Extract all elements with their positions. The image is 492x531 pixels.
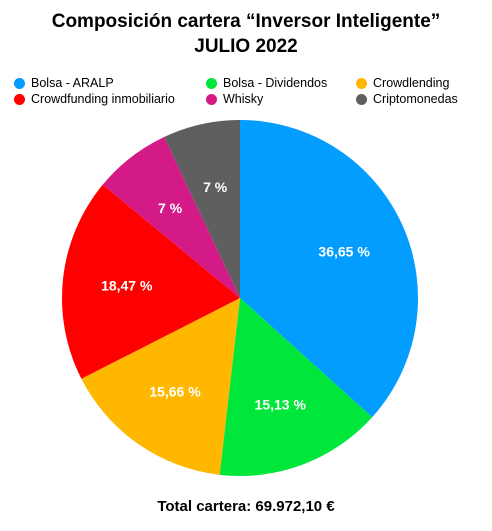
legend-label: Crowdfunding inmobiliario — [31, 92, 175, 106]
pie-slice-label: 7 % — [203, 179, 228, 195]
pie-slice — [164, 120, 240, 298]
legend-item: Criptomonedas — [356, 92, 458, 106]
pie-slice — [61, 184, 240, 379]
legend-label: Criptomonedas — [373, 92, 458, 106]
legend-label: Whisky — [223, 92, 264, 106]
pie-slice-label: 15,66 % — [149, 384, 201, 400]
legend-item: Whisky — [206, 92, 263, 106]
pie-slice — [219, 298, 373, 476]
legend-swatch — [206, 77, 217, 89]
pie-chart: 36,65 % 15,13 % 15,66 % 18,47 % 7 % 7 % — [61, 120, 419, 476]
legend-label: Crowdlending — [373, 76, 450, 90]
legend-swatch — [14, 93, 25, 105]
legend-label: Bolsa - ARALP — [31, 76, 114, 90]
pie-slice — [240, 120, 419, 418]
pie-slice-label: 15,13 % — [255, 397, 307, 413]
legend-item: Crowdfunding inmobiliario — [14, 92, 175, 106]
pie-slice-label: 18,47 % — [101, 278, 153, 294]
legend-swatch — [14, 77, 25, 89]
total-portfolio: Total cartera: 69.972,10 € — [157, 498, 335, 515]
pie-slice-label: 7 % — [158, 200, 183, 216]
chart-title: Composición cartera “Inversor Inteligent… — [51, 11, 441, 32]
legend-swatch — [356, 93, 367, 105]
pie-slice — [102, 136, 240, 298]
legend-item: Crowdlending — [356, 76, 449, 90]
legend-swatch — [356, 77, 367, 89]
chart-subtitle: JULIO 2022 — [194, 36, 298, 57]
legend-label: Bolsa - Dividendos — [223, 76, 328, 90]
legend-swatch — [206, 93, 217, 105]
pie-slice — [81, 298, 240, 475]
legend-item: Bolsa - Dividendos — [206, 76, 327, 90]
pie-slice-label: 36,65 % — [318, 244, 370, 260]
legend-item: Bolsa - ARALP — [14, 76, 114, 90]
